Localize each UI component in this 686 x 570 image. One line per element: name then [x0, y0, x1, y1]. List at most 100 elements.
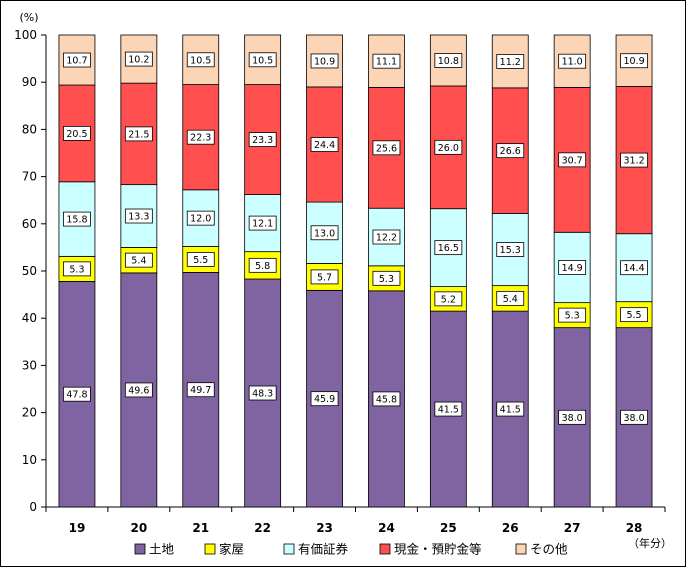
- y-tick-label: 70: [22, 170, 37, 184]
- x-tick-label: 20: [130, 521, 147, 535]
- data-label-box: [620, 409, 648, 425]
- data-label: 38.0: [623, 413, 644, 424]
- data-label: 22.3: [190, 133, 211, 144]
- data-label-box: [186, 129, 215, 145]
- data-label: 16.5: [438, 243, 459, 254]
- data-label-box: [186, 382, 215, 398]
- data-label: 41.5: [438, 405, 459, 416]
- data-label-box: [558, 152, 587, 168]
- data-label-box: [496, 290, 525, 306]
- data-label-box: [63, 211, 91, 227]
- data-label: 11.1: [376, 57, 397, 68]
- legend-swatch: [515, 543, 527, 555]
- data-label-box: [63, 126, 91, 141]
- y-tick-label: 90: [22, 75, 37, 89]
- data-label: 26.0: [438, 143, 459, 154]
- y-tick-label: 0: [29, 500, 37, 514]
- data-label: 49.6: [128, 385, 149, 396]
- data-label: 5.3: [379, 274, 394, 285]
- legend-label: 家屋: [219, 542, 244, 557]
- x-tick-label: 23: [316, 521, 333, 535]
- data-label-box: [620, 53, 648, 69]
- axes: 0 10 20 30 40 50 60 70 80 90 100 (%) 19 20 21 22 23 24 25 2…: [14, 11, 672, 550]
- data-label: 45.9: [314, 394, 335, 405]
- legend-label: 土地: [149, 542, 175, 557]
- legend-label: その他: [530, 542, 568, 557]
- data-label: 13.3: [128, 212, 149, 223]
- data-label: 11.2: [500, 57, 521, 68]
- data-label-box: [124, 126, 153, 142]
- data-label-box: [372, 229, 401, 245]
- y-tick-label: 50: [22, 264, 37, 278]
- data-label-box: [310, 269, 339, 285]
- data-label-box: [310, 391, 339, 407]
- data-label: 10.8: [438, 56, 459, 67]
- data-label: 26.6: [500, 146, 521, 157]
- data-label: 5.7: [317, 272, 332, 283]
- data-label: 14.9: [562, 263, 583, 274]
- data-label-box: [248, 132, 277, 147]
- data-label-box: [434, 291, 463, 307]
- data-label: 13.0: [314, 228, 335, 239]
- data-label: 23.3: [252, 135, 273, 146]
- x-tick-label: 28: [626, 521, 643, 535]
- data-label-box: [434, 139, 463, 155]
- data-label-box: [63, 261, 91, 277]
- data-label-box: [310, 225, 339, 241]
- x-tick-label: 24: [378, 521, 395, 535]
- y-tick-label: 10: [22, 453, 37, 467]
- data-label: 20.5: [66, 129, 87, 140]
- data-label: 5.4: [503, 294, 518, 305]
- legend-swatch: [204, 543, 216, 555]
- data-label: 48.3: [252, 389, 273, 400]
- data-label-box: [186, 52, 215, 68]
- data-label: 15.3: [500, 245, 521, 256]
- data-label-box: [248, 52, 277, 68]
- data-label-box: [186, 210, 215, 226]
- x-tick-label: 27: [564, 521, 581, 535]
- x-tick-label: 21: [192, 521, 209, 535]
- data-label-box: [496, 143, 525, 159]
- data-label: 15.8: [66, 215, 87, 226]
- legend-swatch: [379, 543, 391, 555]
- data-label-box: [186, 252, 215, 267]
- data-label-box: [248, 257, 277, 273]
- data-label-box: [310, 137, 339, 152]
- data-label-box: [620, 307, 648, 323]
- data-label-box: [496, 242, 525, 257]
- x-tick-label: 22: [254, 521, 271, 535]
- data-label: 24.4: [314, 140, 335, 151]
- data-label: 5.3: [565, 311, 580, 322]
- data-label: 12.1: [252, 219, 273, 230]
- y-unit-label: (%): [19, 11, 38, 24]
- data-label-box: [248, 215, 277, 231]
- data-label: 5.8: [255, 261, 270, 272]
- data-label-box: [248, 385, 277, 401]
- data-label: 5.5: [626, 310, 641, 321]
- data-label-box: [558, 53, 587, 69]
- legend: 土地 家屋 有価証券 現金・預貯金等 その他: [134, 542, 568, 557]
- data-label: 5.3: [69, 264, 84, 275]
- legend-swatch: [134, 543, 146, 555]
- x-tick-label: 25: [440, 521, 457, 535]
- data-label-box: [63, 52, 91, 68]
- legend-swatch: [283, 543, 295, 555]
- data-label-box: [310, 53, 339, 69]
- data-label-box: [558, 307, 587, 323]
- data-label: 12.0: [190, 214, 211, 225]
- y-tick-label: 100: [14, 28, 37, 42]
- data-label: 10.2: [128, 55, 149, 66]
- y-tick-label: 30: [22, 358, 37, 372]
- data-label-box: [124, 252, 153, 268]
- data-label: 31.2: [623, 156, 644, 167]
- x-tick-label: 19: [69, 521, 86, 535]
- data-label: 30.7: [562, 155, 583, 166]
- data-label-box: [434, 401, 463, 417]
- data-label-box: [372, 53, 401, 69]
- data-label: 10.5: [252, 55, 273, 66]
- x-unit-label: （年分）: [628, 536, 672, 550]
- data-label: 5.4: [131, 256, 146, 267]
- data-label: 38.0: [562, 413, 583, 424]
- data-label: 11.0: [562, 57, 583, 68]
